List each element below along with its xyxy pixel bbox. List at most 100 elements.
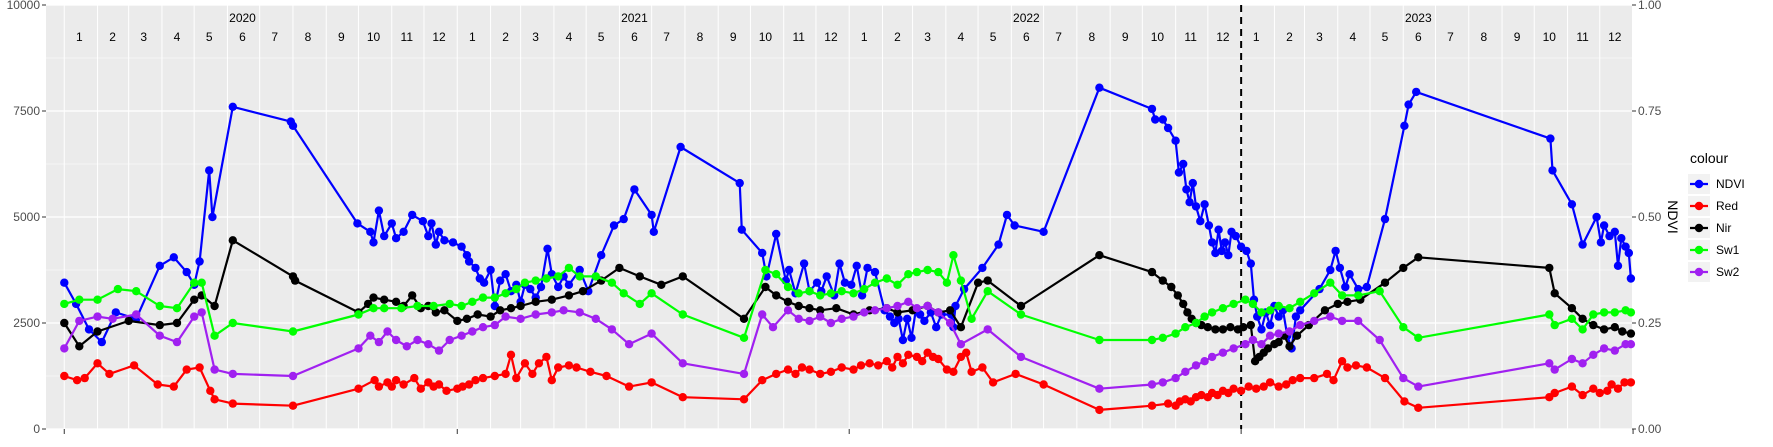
data-point-ndvi bbox=[920, 316, 929, 326]
data-point-sw2 bbox=[794, 314, 803, 323]
data-point-sw1 bbox=[1257, 308, 1266, 317]
month-label: 4 bbox=[1349, 30, 1356, 44]
data-point-sw2 bbox=[783, 306, 793, 315]
data-point-ndvi bbox=[870, 267, 880, 277]
data-point-sw2 bbox=[1229, 344, 1238, 353]
data-point-sw1 bbox=[1310, 289, 1319, 298]
data-point-red bbox=[547, 376, 556, 385]
data-point-red bbox=[898, 359, 908, 368]
data-point-red bbox=[1274, 382, 1283, 391]
month-label: 9 bbox=[1514, 30, 1521, 44]
data-point-nir bbox=[1380, 278, 1390, 287]
data-point-ndvi bbox=[1010, 221, 1019, 230]
data-point-nir bbox=[635, 272, 644, 281]
data-point-sw1 bbox=[413, 301, 422, 311]
data-point-ndvi bbox=[822, 272, 831, 281]
data-point-ndvi bbox=[609, 221, 619, 230]
data-point-ndvi bbox=[1163, 123, 1173, 133]
data-point-ndvi bbox=[907, 333, 916, 342]
data-point-sw2 bbox=[904, 297, 913, 306]
data-point-ndvi bbox=[758, 248, 767, 258]
data-point-sw2 bbox=[1265, 331, 1275, 340]
data-point-sw2 bbox=[837, 314, 846, 323]
major-gridlines bbox=[46, 4, 1632, 430]
series-sw2 bbox=[60, 297, 1636, 393]
data-point-sw2 bbox=[108, 314, 117, 323]
data-point-nir bbox=[657, 280, 666, 289]
data-point-ndvi bbox=[994, 240, 1003, 249]
data-point-nir bbox=[772, 291, 781, 300]
data-point-ndvi bbox=[1179, 159, 1188, 169]
data-point-sw1 bbox=[1229, 299, 1238, 309]
data-point-red bbox=[534, 359, 544, 368]
data-point-nir bbox=[816, 306, 825, 315]
data-point-sw2 bbox=[210, 365, 219, 374]
data-point-ndvi bbox=[1151, 115, 1160, 124]
data-point-sw2 bbox=[60, 344, 69, 353]
month-label: 9 bbox=[338, 30, 345, 44]
data-point-sw2 bbox=[1626, 340, 1636, 349]
data-point-red bbox=[206, 386, 215, 395]
data-point-ndvi bbox=[799, 259, 809, 268]
data-point-red bbox=[410, 373, 419, 383]
month-label: 3 bbox=[1316, 30, 1323, 44]
data-point-ndvi bbox=[1182, 185, 1191, 194]
series-red bbox=[60, 348, 1636, 415]
month-label: 7 bbox=[1447, 30, 1454, 44]
data-point-sw2 bbox=[934, 308, 943, 317]
data-point-sw1 bbox=[678, 310, 687, 319]
data-point-ndvi bbox=[1345, 270, 1354, 279]
data-point-sw2 bbox=[1248, 335, 1258, 345]
data-point-sw2 bbox=[1296, 320, 1305, 330]
data-point-nir bbox=[564, 291, 574, 300]
data-point-sw1 bbox=[1610, 308, 1620, 317]
data-point-red bbox=[153, 380, 162, 389]
month-label: 8 bbox=[1480, 30, 1487, 44]
data-point-red bbox=[501, 369, 510, 379]
data-point-nir bbox=[783, 297, 793, 306]
legend-item-ndvi: NDVI bbox=[1688, 174, 1745, 194]
data-point-red bbox=[564, 361, 574, 370]
legend-key-point bbox=[1694, 223, 1704, 233]
data-point-red bbox=[1595, 388, 1605, 398]
data-point-ndvi bbox=[1039, 227, 1048, 236]
data-point-nir bbox=[290, 276, 300, 285]
month-label: 7 bbox=[1055, 30, 1062, 44]
data-point-sw1 bbox=[210, 331, 219, 340]
data-point-red bbox=[1626, 378, 1636, 387]
data-point-sw1 bbox=[1326, 278, 1335, 287]
data-point-sw2 bbox=[826, 318, 836, 328]
data-point-sw2 bbox=[607, 325, 617, 334]
data-point-sw1 bbox=[882, 274, 891, 283]
data-point-nir bbox=[60, 318, 69, 328]
legend-label: Sw1 bbox=[1716, 243, 1740, 257]
data-point-ndvi bbox=[353, 219, 362, 228]
data-point-ndvi bbox=[575, 265, 584, 275]
data-point-sw2 bbox=[1016, 352, 1026, 362]
data-point-sw2 bbox=[956, 340, 966, 349]
month-label: 4 bbox=[958, 30, 965, 44]
month-label: 6 bbox=[631, 30, 638, 44]
data-point-ndvi bbox=[1207, 238, 1217, 247]
data-point-sw1 bbox=[512, 284, 521, 294]
data-point-ndvi bbox=[1211, 248, 1220, 258]
month-label: 2 bbox=[502, 30, 509, 44]
data-point-ndvi bbox=[169, 253, 178, 262]
data-point-sw1 bbox=[1550, 320, 1559, 330]
data-point-nir bbox=[190, 295, 199, 304]
data-point-red bbox=[93, 359, 102, 368]
data-point-red bbox=[949, 367, 958, 376]
data-point-sw1 bbox=[228, 318, 237, 328]
data-point-sw1 bbox=[956, 276, 966, 285]
year-label: 2023 bbox=[1405, 11, 1432, 25]
data-point-nir bbox=[761, 282, 770, 292]
data-point-nir bbox=[1239, 323, 1248, 332]
data-point-sw1 bbox=[542, 274, 551, 283]
month-label: 10 bbox=[759, 30, 773, 44]
data-point-red bbox=[1011, 369, 1020, 379]
data-point-sw1 bbox=[132, 287, 141, 296]
data-point-nir bbox=[1333, 299, 1343, 309]
data-point-red bbox=[374, 382, 384, 391]
